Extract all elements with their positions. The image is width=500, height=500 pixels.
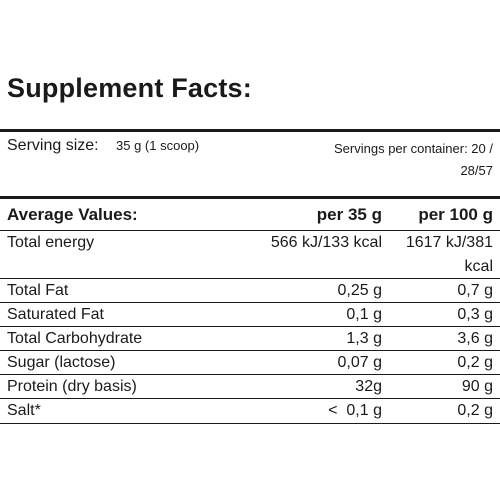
table-row-per-100g: 0,2 g	[457, 402, 493, 419]
table-row-per-serving: 566 kJ/133 kcal	[270, 234, 382, 251]
table-row-per-serving: 0,1 g	[346, 306, 382, 323]
serving-size-label: Serving size:	[7, 137, 99, 154]
table-row-per-100g: 1617 kJ/381 kcal	[405, 234, 493, 275]
column-header-per-serving: per 35 g	[316, 205, 382, 224]
serving-size-value: 35 g (1 scoop)	[116, 138, 200, 153]
row-divider	[0, 302, 500, 303]
table-row-name: Sugar (lactose)	[7, 354, 116, 371]
header-divider	[0, 230, 500, 231]
row-divider	[0, 374, 500, 375]
row-divider	[0, 423, 500, 424]
header-top-divider	[0, 196, 500, 199]
table-row-name: Total energy	[7, 234, 95, 251]
table-row-per-serving: 0,07 g	[337, 354, 382, 371]
table-row-per-serving: 32g	[355, 378, 382, 395]
table-row-name: Total Fat	[7, 282, 69, 299]
table-row-per-serving: 1,3 g	[346, 330, 382, 347]
row-divider	[0, 350, 500, 351]
table-row-name: Salt*	[7, 402, 41, 419]
table-row-per-100g: 90 g	[461, 378, 493, 395]
servings-per-container: Servings per container: 20 / 28/57	[334, 141, 493, 178]
table-row-per-100g: 0,3 g	[457, 306, 493, 323]
row-divider	[0, 278, 500, 279]
column-header-per-100g: per 100 g	[418, 205, 493, 224]
panel-title: Supplement Facts:	[7, 73, 252, 103]
table-row-per-serving: < 0,1 g	[328, 402, 382, 419]
title-divider	[0, 129, 500, 132]
table-row-name: Protein (dry basis)	[7, 378, 137, 395]
table-row-per-100g: 3,6 g	[457, 330, 493, 347]
row-divider	[0, 326, 500, 327]
column-header-name: Average Values:	[7, 205, 138, 224]
table-row-name: Total Carbohydrate	[7, 330, 143, 347]
table-row-per-100g: 0,7 g	[457, 282, 493, 299]
row-divider	[0, 398, 500, 399]
table-row-name: Saturated Fat	[7, 306, 104, 323]
table-row-per-100g: 0,2 g	[457, 354, 493, 371]
table-row-per-serving: 0,25 g	[337, 282, 382, 299]
